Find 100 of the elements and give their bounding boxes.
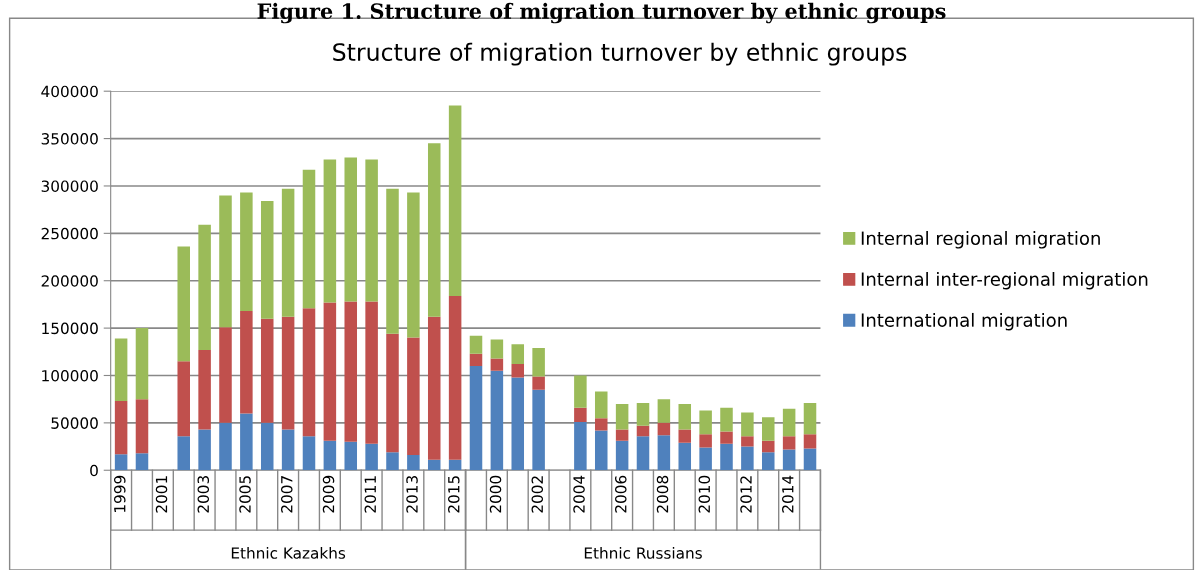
bar (281, 188, 295, 317)
bar (219, 195, 232, 328)
bar (177, 436, 190, 471)
x-tick-label: 2009 (322, 475, 335, 513)
bar (240, 311, 253, 414)
y-tick-label: 250000 (41, 227, 98, 240)
bar (636, 402, 650, 426)
bar (761, 417, 775, 441)
bar (741, 436, 754, 447)
x-tick-label: 2008 (656, 475, 669, 513)
bar (407, 337, 420, 456)
bar (803, 448, 817, 471)
y-tick-label: 0 (90, 464, 98, 477)
bar (427, 459, 441, 471)
bar (114, 454, 128, 471)
bar (344, 441, 358, 471)
bar (240, 413, 253, 471)
bar (511, 344, 525, 365)
bar (720, 431, 733, 444)
bar (657, 422, 671, 436)
bar (469, 366, 483, 471)
bar (386, 188, 399, 334)
bar (386, 333, 399, 453)
bar (678, 403, 692, 430)
legend-label: International migration (861, 312, 1067, 331)
bar (260, 201, 274, 319)
bar (260, 318, 274, 423)
x-tick-label: 2001 (155, 476, 168, 513)
bar (782, 436, 796, 450)
x-tick-label: 2011 (364, 476, 377, 513)
legend-label: Internal inter-regional migration (861, 271, 1148, 290)
bar (469, 335, 483, 354)
bar (490, 358, 504, 371)
bar (782, 408, 796, 437)
bar (636, 436, 650, 471)
bar (177, 361, 190, 437)
bar (427, 316, 441, 460)
bar (532, 348, 545, 377)
bar (219, 422, 232, 471)
bar (741, 412, 754, 437)
bar (699, 434, 712, 448)
bar (323, 302, 337, 441)
bar (720, 443, 733, 471)
bar (490, 370, 504, 471)
bar (386, 452, 399, 471)
bar (615, 429, 629, 441)
y-tick-label: 200000 (41, 275, 98, 287)
bar (678, 442, 692, 471)
bar (594, 418, 608, 431)
bar (344, 157, 358, 302)
bar (803, 402, 817, 435)
bar (761, 440, 775, 453)
bar (281, 429, 295, 471)
bar (135, 453, 149, 471)
bar (699, 410, 712, 435)
bar (323, 159, 337, 303)
bar (803, 434, 817, 449)
bar (302, 169, 316, 309)
bar (448, 459, 462, 471)
bar (511, 364, 525, 378)
bar (782, 449, 796, 471)
x-tick-label: 2015 (448, 476, 460, 513)
bar (532, 376, 545, 390)
x-tick-label: 2007 (281, 476, 293, 513)
x-tick-label: 1999 (113, 475, 126, 512)
bar (657, 435, 671, 471)
y-tick-label: 400000 (41, 85, 98, 98)
bar (574, 375, 587, 408)
text: Ethnic Kazakhs (231, 547, 346, 559)
bar (678, 429, 692, 443)
x-tick-label: 2005 (239, 476, 251, 513)
x-tick-label: 2014 (782, 475, 794, 513)
bar (469, 353, 483, 367)
bar (511, 377, 525, 471)
bar (198, 349, 211, 430)
bar (574, 407, 587, 422)
bar (135, 399, 149, 454)
bar (490, 339, 504, 359)
bar (448, 295, 462, 460)
y-tick-label: 300000 (41, 180, 98, 192)
x-tick-label: 2010 (698, 475, 711, 513)
bar (407, 192, 420, 338)
chart-subtitle: Structure of migration turnover by ethnic groups (333, 42, 907, 66)
bar (365, 301, 378, 444)
x-tick-label: 2003 (197, 476, 210, 513)
bar (720, 407, 733, 432)
bar (135, 328, 149, 400)
x-tick-label: 2012 (740, 476, 752, 513)
y-tick-label: 50000 (51, 417, 98, 429)
x-tick-label: 2006 (615, 475, 627, 513)
bar (323, 440, 337, 471)
bar (302, 436, 316, 471)
bar (240, 192, 253, 312)
y-tick-label: 150000 (42, 322, 98, 335)
bar (407, 455, 420, 471)
bar (365, 159, 378, 302)
x-tick-label: 2000 (489, 475, 502, 513)
bar (344, 301, 358, 442)
bar (741, 446, 754, 471)
x-tick-label: 2013 (406, 476, 418, 513)
